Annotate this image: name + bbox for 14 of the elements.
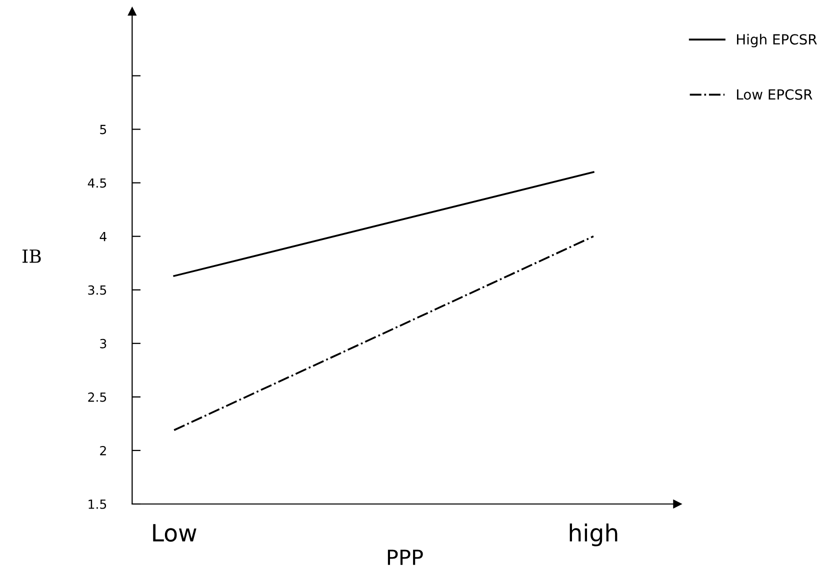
y-tick-label: 3 xyxy=(100,338,106,348)
legend-label: Low EPCSR xyxy=(737,89,812,100)
x-tick-label: Low xyxy=(153,524,196,542)
x-axis-title: PPP xyxy=(388,550,423,565)
y-tick-label: 1.5 xyxy=(88,500,106,509)
legend-label: High EPCSR xyxy=(737,34,817,48)
y-axis-title: IB xyxy=(22,250,41,263)
y-tick-label: 4.5 xyxy=(88,178,106,188)
y-tick-label: 4 xyxy=(100,232,106,242)
y-tick-label: 2 xyxy=(100,446,106,456)
y-tick-label: 2.5 xyxy=(88,392,106,402)
y-tick-label: 5 xyxy=(100,124,106,134)
x-tick-label: high xyxy=(570,523,618,546)
y-tick-label: 3.5 xyxy=(88,285,106,295)
